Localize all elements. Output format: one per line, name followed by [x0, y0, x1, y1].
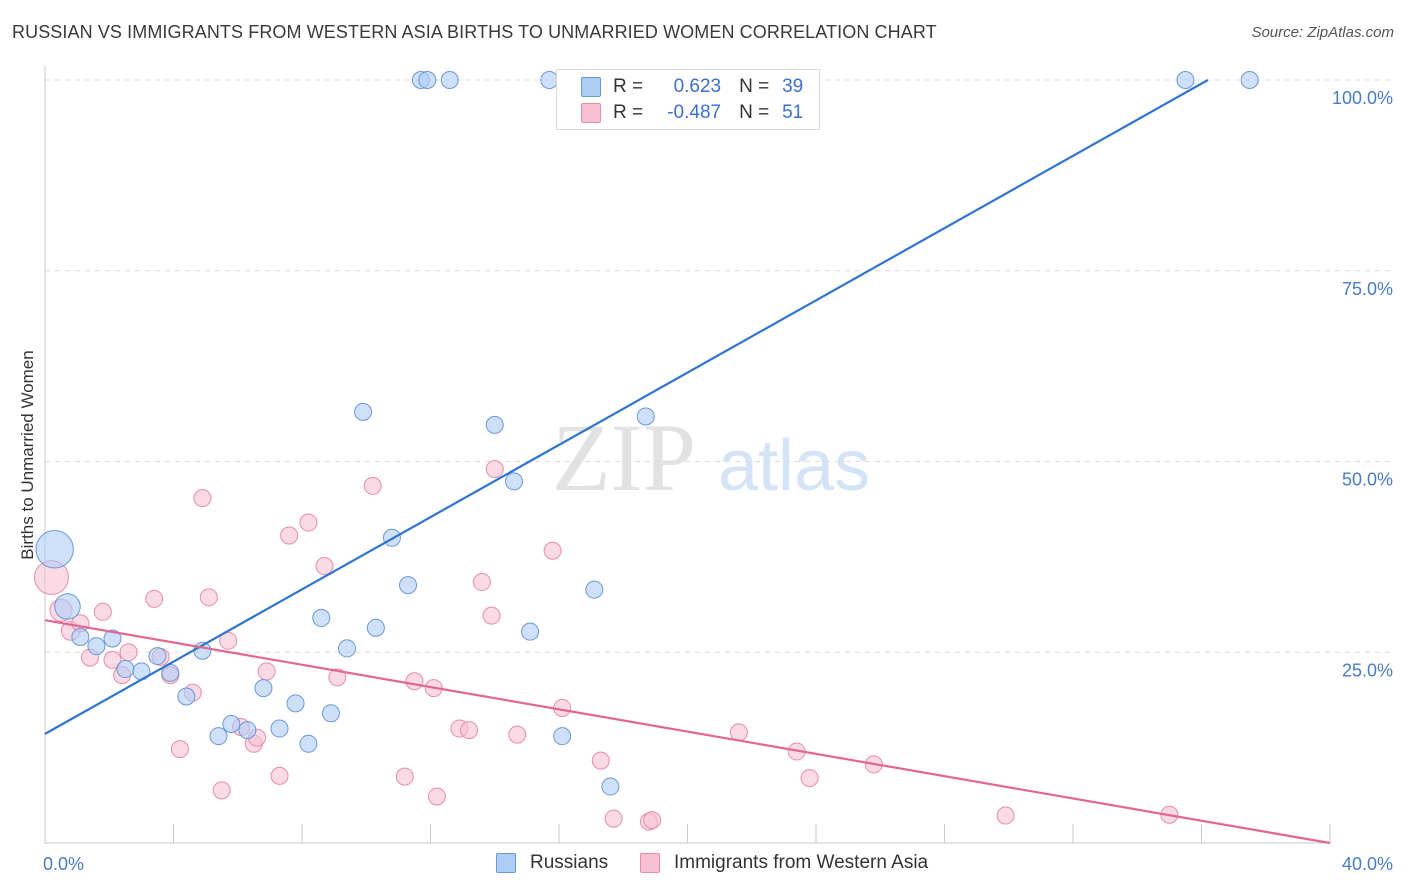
russians-point: [399, 576, 418, 595]
y-tick-label: 25.0%: [1342, 660, 1393, 680]
russians-point: [177, 687, 196, 706]
russians-point: [35, 530, 74, 569]
immigrants-swatch: [581, 103, 601, 123]
immigrants-point: [604, 809, 623, 828]
n-label: N =: [739, 102, 770, 123]
immigrants-point: [270, 766, 289, 785]
legend-label-russians: Russians: [530, 852, 609, 873]
immigrants-legend-swatch: [640, 853, 660, 873]
y-tick-label: 75.0%: [1342, 279, 1393, 299]
russians-point: [54, 593, 81, 620]
immigrants-point: [395, 767, 414, 786]
y-tick-label: 100.0%: [1332, 88, 1393, 108]
immigrants-point: [315, 557, 334, 576]
russians-point: [521, 622, 540, 641]
russians-point: [585, 580, 604, 599]
russians-point: [1176, 71, 1195, 89]
russians-point: [354, 402, 373, 421]
russians-point: [222, 714, 241, 733]
watermark-atlas: atlas: [718, 426, 870, 506]
x-tick-label: 0.0%: [43, 854, 84, 874]
immigrants-point: [800, 769, 819, 788]
immigrants-point: [460, 721, 479, 740]
russians-point: [601, 777, 620, 796]
russians-point: [286, 694, 305, 713]
watermark-zip: ZIP: [552, 404, 696, 511]
russians-point: [636, 407, 655, 426]
immigrants-point: [363, 476, 382, 495]
immigrants-point: [485, 460, 504, 479]
russians-point: [71, 627, 90, 646]
russians-point: [485, 415, 504, 434]
russians-point: [254, 679, 273, 698]
r-value-immigrants: -0.487: [667, 102, 722, 123]
immigrants-point: [543, 541, 562, 560]
russians-point: [505, 472, 524, 491]
source-label: Source: ZipAtlas.com: [1251, 24, 1394, 41]
immigrants-point: [103, 650, 122, 669]
russians-point: [238, 721, 257, 740]
correlation-legend: R = 0.623 N = 39 R = -0.487 N = 51: [556, 69, 820, 130]
russians-legend-swatch: [496, 853, 516, 873]
immigrants-point: [996, 806, 1015, 825]
russians-point: [366, 618, 385, 637]
russians-trend-line: [44, 79, 1209, 735]
x-tick-label: 40.0%: [1342, 854, 1393, 874]
immigrants-trend-line: [44, 619, 1331, 845]
russians-point: [116, 660, 135, 679]
legend-row-russians: R = 0.623 N = 39: [581, 75, 803, 99]
immigrants-point: [482, 606, 501, 625]
immigrants-point: [119, 643, 138, 662]
russians-point: [312, 608, 331, 627]
immigrants-point: [729, 723, 748, 742]
legend-item-russians[interactable]: Russians: [496, 852, 608, 874]
immigrants-point: [427, 787, 446, 806]
russians-point: [1240, 71, 1259, 89]
russians-point: [270, 719, 289, 738]
y-tick-label: 50.0%: [1342, 470, 1393, 490]
immigrants-point: [257, 662, 276, 681]
legend-label-immigrants: Immigrants from Western Asia: [674, 852, 929, 873]
russians-point: [418, 71, 437, 89]
immigrants-point: [328, 668, 347, 687]
immigrants-point: [170, 740, 189, 759]
russians-swatch: [581, 77, 601, 97]
immigrants-point: [212, 781, 231, 800]
series-legend: Russians Immigrants from Western Asia: [0, 852, 1406, 878]
n-label: N =: [739, 76, 770, 97]
immigrants-point: [219, 631, 238, 650]
russians-point: [299, 734, 318, 753]
legend-item-immigrants[interactable]: Immigrants from Western Asia: [640, 852, 928, 874]
immigrants-point: [643, 811, 662, 830]
r-label: R =: [613, 102, 644, 123]
russians-point: [148, 647, 167, 666]
immigrants-point: [93, 602, 112, 621]
russians-point: [321, 704, 340, 723]
russians-point: [209, 727, 228, 746]
immigrants-point: [199, 588, 218, 607]
r-value-russians: 0.623: [673, 76, 722, 97]
russians-point: [87, 637, 106, 656]
immigrants-point: [405, 672, 424, 691]
immigrants-point: [299, 513, 318, 532]
r-label: R =: [613, 76, 644, 97]
russians-point: [337, 639, 356, 658]
russians-point: [440, 71, 459, 89]
n-value-immigrants: 51: [782, 102, 804, 123]
immigrants-point: [472, 573, 491, 592]
russians-point: [553, 727, 572, 746]
n-value-russians: 39: [782, 76, 804, 97]
legend-row-immigrants: R = -0.487 N = 51: [581, 101, 803, 125]
chart-title: RUSSIAN VS IMMIGRANTS FROM WESTERN ASIA …: [12, 22, 937, 42]
immigrants-point: [508, 725, 527, 744]
immigrants-point: [193, 489, 212, 508]
immigrants-point: [280, 526, 299, 545]
immigrants-point: [591, 751, 610, 770]
russians-point: [103, 629, 122, 648]
immigrants-point: [145, 589, 164, 608]
